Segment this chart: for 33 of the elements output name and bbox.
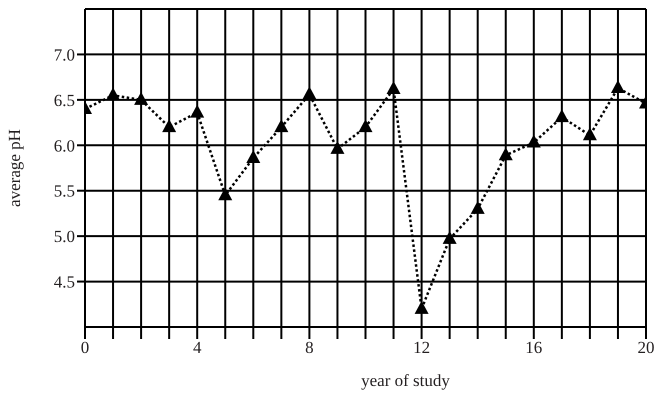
x-tick-label: 20 <box>638 338 654 358</box>
point <box>386 80 401 94</box>
y-tick-label: 5.0 <box>54 227 75 246</box>
point <box>134 92 148 105</box>
y-tick-label: 4.5 <box>54 272 75 292</box>
point <box>358 119 372 132</box>
point <box>302 86 316 100</box>
y-tick-label: 5.5 <box>54 182 75 201</box>
x-tick-label: 0 <box>80 338 90 358</box>
x-axis-title: year of study <box>361 371 450 390</box>
point <box>414 300 429 314</box>
x-tick-label: 4 <box>192 338 202 358</box>
x-tick-label: 12 <box>413 338 430 358</box>
point <box>442 230 457 244</box>
x-tick-label: 16 <box>525 338 542 358</box>
y-tick-label: 7.0 <box>54 45 75 64</box>
point <box>470 200 485 214</box>
point <box>190 104 204 118</box>
point <box>274 119 288 132</box>
point <box>218 187 232 200</box>
point <box>526 134 541 148</box>
point <box>246 150 260 164</box>
y-tick-label: 6.0 <box>54 136 75 156</box>
point <box>610 80 625 94</box>
point <box>582 127 597 140</box>
point <box>330 140 344 154</box>
point <box>106 87 120 100</box>
point <box>162 119 176 132</box>
y-tick-label: 6.5 <box>54 90 75 110</box>
point <box>498 147 513 160</box>
x-tick-label: 8 <box>305 338 314 358</box>
point <box>554 109 569 122</box>
y-axis-title: average pH <box>5 129 24 207</box>
